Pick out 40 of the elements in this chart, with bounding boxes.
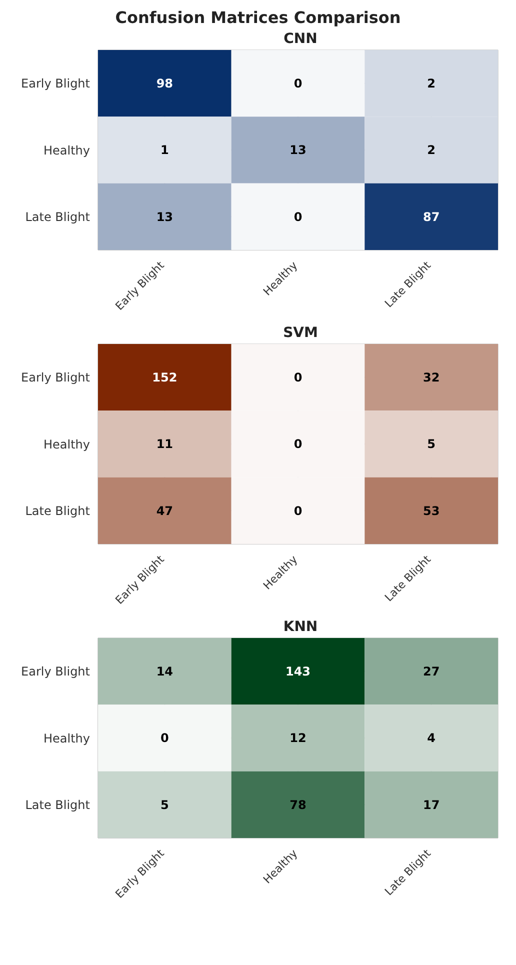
data-label: 87: [422, 210, 440, 224]
data-label: 4: [427, 731, 436, 746]
y-tick-label: Early Blight: [21, 370, 90, 385]
data-label: 5: [160, 798, 169, 812]
data-label: 2: [427, 76, 436, 91]
data-label: 27: [422, 664, 440, 679]
y-tick-label: Late Blight: [25, 210, 90, 224]
y-tick-label: Early Blight: [21, 76, 90, 91]
data-label: 98: [156, 76, 174, 91]
data-label: 1: [160, 143, 169, 158]
data-label: 13: [156, 210, 174, 224]
data-label: 12: [290, 731, 306, 746]
y-tick-label: Healthy: [43, 437, 90, 452]
data-label: 143: [285, 664, 311, 679]
data-label: 0: [294, 210, 302, 224]
data-label: 152: [152, 370, 178, 385]
data-label: 14: [156, 664, 174, 679]
data-label: 0: [294, 504, 302, 518]
data-label: 17: [422, 798, 440, 812]
data-label: 47: [156, 504, 174, 518]
data-label: 13: [290, 143, 306, 158]
y-tick-label: Late Blight: [25, 798, 90, 812]
data-label: 78: [290, 798, 306, 812]
data-label: 0: [294, 76, 302, 91]
y-tick-label: Healthy: [43, 143, 90, 158]
chart-title: Confusion Matrices Comparison: [114, 8, 402, 27]
data-label: 2: [427, 143, 436, 158]
chart-subtitle: KNN: [282, 619, 319, 635]
y-tick-label: Early Blight: [21, 664, 90, 679]
chart-subtitle: CNN: [282, 31, 318, 47]
data-label: 0: [294, 370, 302, 385]
data-label: 5: [427, 437, 436, 452]
data-label: 32: [422, 370, 440, 385]
data-label: 0: [294, 437, 302, 452]
y-tick-label: Late Blight: [25, 504, 90, 518]
data-label: 0: [160, 731, 169, 746]
chart-subtitle: SVM: [282, 325, 319, 341]
data-label: 11: [156, 437, 174, 452]
y-tick-label: Healthy: [43, 731, 90, 746]
data-label: 53: [422, 504, 440, 518]
